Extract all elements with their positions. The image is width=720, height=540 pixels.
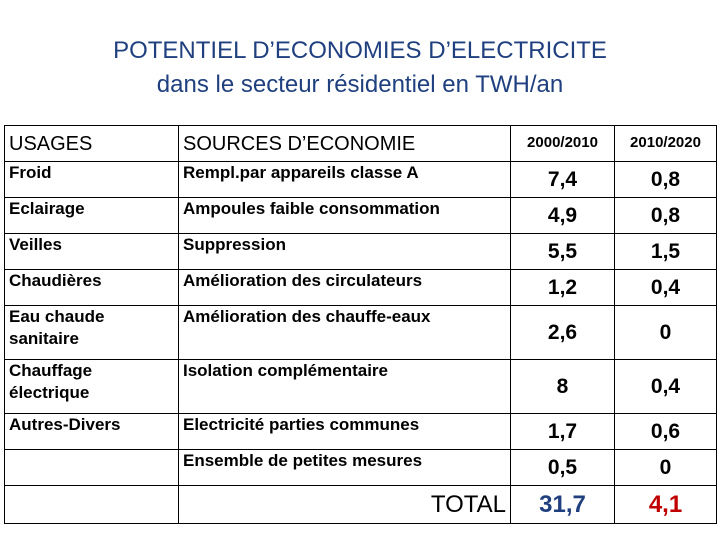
value-2000-2010: 2,6 bbox=[510, 305, 615, 360]
source-cell: Suppression bbox=[178, 233, 511, 270]
usage-cell: Froid bbox=[4, 161, 179, 198]
source-cell: Amélioration des chauffe-eaux bbox=[178, 305, 511, 360]
value-2000-2010: 4,9 bbox=[510, 197, 615, 234]
table-row: Veilles Suppression 5,5 1,5 bbox=[4, 233, 717, 270]
usage-cell bbox=[4, 449, 179, 486]
value-2010-2020: 1,5 bbox=[614, 233, 717, 270]
value-2010-2020: 0,4 bbox=[614, 359, 717, 414]
source-cell: Ampoules faible consommation bbox=[178, 197, 511, 234]
header-usages: USAGES bbox=[4, 125, 179, 162]
header-row: USAGES SOURCES D’ECONOMIE 2000/2010 2010… bbox=[4, 125, 717, 162]
title-line-1: POTENTIEL D’ECONOMIES D’ELECTRICITE bbox=[113, 37, 607, 64]
value-2010-2020: 0,6 bbox=[614, 413, 717, 450]
source-cell: Ensemble de petites mesures bbox=[178, 449, 511, 486]
total-label: TOTAL bbox=[178, 485, 511, 524]
header-period-2: 2010/2020 bbox=[614, 125, 717, 162]
source-cell: Electricité parties communes bbox=[178, 413, 511, 450]
header-sources: SOURCES D’ECONOMIE bbox=[178, 125, 511, 162]
usage-cell: Eau chaude sanitaire bbox=[4, 305, 179, 360]
page-title: POTENTIEL D’ECONOMIES D’ELECTRICITE dans… bbox=[0, 34, 720, 102]
value-2010-2020: 0 bbox=[614, 305, 717, 360]
total-row: TOTAL 31,7 4,1 bbox=[4, 485, 717, 524]
table-row: Chaudières Amélioration des circulateurs… bbox=[4, 269, 717, 306]
table-row: Froid Rempl.par appareils classe A 7,4 0… bbox=[4, 161, 717, 198]
value-2010-2020: 0,8 bbox=[614, 161, 717, 198]
total-2000-2010: 31,7 bbox=[510, 485, 615, 524]
value-2000-2010: 8 bbox=[510, 359, 615, 414]
usage-cell: Chaudières bbox=[4, 269, 179, 306]
table-row: Ensemble de petites mesures 0,5 0 bbox=[4, 449, 717, 486]
table-row: Chauffage électrique Isolation complémen… bbox=[4, 359, 717, 414]
total-2010-2020: 4,1 bbox=[614, 485, 717, 524]
value-2000-2010: 5,5 bbox=[510, 233, 615, 270]
value-2010-2020: 0,8 bbox=[614, 197, 717, 234]
value-2000-2010: 0,5 bbox=[510, 449, 615, 486]
value-2000-2010: 7,4 bbox=[510, 161, 615, 198]
usage-cell: Veilles bbox=[4, 233, 179, 270]
usage-cell: Autres-Divers bbox=[4, 413, 179, 450]
header-period-1: 2000/2010 bbox=[510, 125, 615, 162]
table-row: Eau chaude sanitaire Amélioration des ch… bbox=[4, 305, 717, 360]
usage-cell: Eclairage bbox=[4, 197, 179, 234]
source-cell: Amélioration des circulateurs bbox=[178, 269, 511, 306]
total-empty-cell bbox=[4, 485, 179, 524]
source-cell: Isolation complémentaire bbox=[178, 359, 511, 414]
value-2010-2020: 0,4 bbox=[614, 269, 717, 306]
value-2000-2010: 1,2 bbox=[510, 269, 615, 306]
title-line-2: dans le secteur résidentiel en TWH/an bbox=[156, 71, 564, 98]
savings-table: USAGES SOURCES D’ECONOMIE 2000/2010 2010… bbox=[4, 125, 717, 524]
value-2010-2020: 0 bbox=[614, 449, 717, 486]
usage-cell: Chauffage électrique bbox=[4, 359, 179, 414]
value-2000-2010: 1,7 bbox=[510, 413, 615, 450]
table-row: Eclairage Ampoules faible consommation 4… bbox=[4, 197, 717, 234]
table-row: Autres-Divers Electricité parties commun… bbox=[4, 413, 717, 450]
source-cell: Rempl.par appareils classe A bbox=[178, 161, 511, 198]
